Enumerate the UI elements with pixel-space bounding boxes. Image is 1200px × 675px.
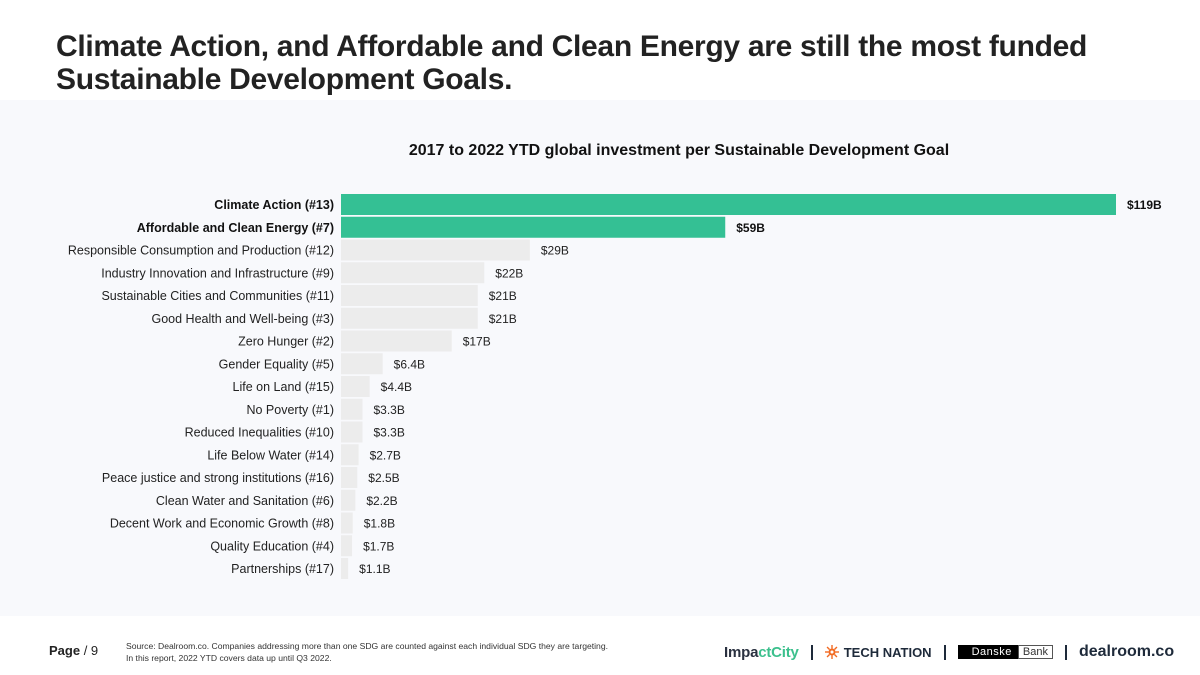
- bar: [341, 285, 478, 306]
- category-label: Good Health and Well-being (#3): [151, 312, 334, 326]
- value-label: $2.2B: [366, 494, 397, 508]
- category-label: Partnerships (#17): [231, 562, 334, 576]
- chart-title: 2017 to 2022 YTD global investment per S…: [408, 142, 950, 159]
- value-label: $17B: [463, 335, 491, 349]
- value-label: $4.4B: [381, 380, 412, 394]
- category-label: Life Below Water (#14): [207, 448, 334, 462]
- bar: [341, 239, 530, 261]
- bar: [341, 535, 353, 557]
- page-separator: /: [80, 643, 91, 658]
- bar: [341, 307, 478, 329]
- bar: [341, 489, 356, 511]
- sun-icon: [824, 645, 839, 659]
- category-label: Sustainable Cities and Communities (#11): [101, 289, 334, 303]
- category-label: Zero Hunger (#2): [238, 335, 334, 349]
- technation-logo: TECH NATION: [824, 644, 932, 660]
- page-number: 9: [90, 643, 99, 658]
- bar: [341, 353, 383, 375]
- category-label: Affordable and Clean Energy (#7): [137, 221, 334, 235]
- category-label: Decent Work and Economic Growth (#8): [110, 517, 334, 531]
- impactcity-logo-text-a: Impa: [724, 643, 759, 661]
- value-label: $1.7B: [363, 539, 394, 553]
- technation-logo-text: TECH NATION: [843, 644, 932, 660]
- bank-logo-text: Bank: [1017, 645, 1053, 659]
- bar: [341, 467, 358, 488]
- impactcity-logo: ImpactCity: [724, 644, 799, 661]
- value-label: $21B: [489, 312, 517, 326]
- value-label: $2.5B: [368, 471, 399, 485]
- danske-bank-logo: Danske Bank: [957, 645, 1053, 659]
- value-label: $22B: [495, 266, 523, 280]
- category-label: Life on Land (#15): [233, 380, 334, 394]
- value-label: $3.3B: [373, 403, 404, 417]
- value-label: $119B: [1127, 198, 1162, 212]
- page-indicator: Page / 9: [49, 643, 98, 658]
- source-note: Source: Dealroom.co. Companies addressin…: [126, 640, 686, 664]
- page-label: Page: [49, 643, 81, 658]
- category-label: Clean Water and Sanitation (#6): [156, 494, 334, 508]
- bar: [341, 512, 353, 534]
- bar: [341, 398, 363, 420]
- value-label: $3.3B: [373, 426, 404, 440]
- source-line-2: In this report, 2022 YTD covers data up …: [126, 653, 332, 663]
- bar: [341, 421, 363, 443]
- category-label: Reduced Inequalities (#10): [185, 426, 334, 440]
- category-label: Quality Education (#4): [210, 539, 334, 553]
- impactcity-logo-text-b: ctCity: [758, 643, 799, 661]
- chart-panel: [0, 100, 1200, 616]
- logo-divider: [943, 644, 946, 660]
- bar: [341, 444, 359, 466]
- value-label: $21B: [489, 289, 517, 303]
- partner-logos: ImpactCity TECH NATION Danske Bank dealro…: [724, 640, 1174, 664]
- logo-divider: [810, 644, 813, 660]
- category-label: Responsible Consumption and Production (…: [68, 244, 334, 258]
- bar: [341, 376, 370, 397]
- dealroom-logo: dealroom.co: [1078, 643, 1175, 660]
- logo-divider: [1064, 644, 1067, 660]
- bar: [341, 558, 349, 579]
- bar: [341, 194, 1116, 215]
- category-label: Industry Innovation and Infrastructure (…: [101, 266, 334, 280]
- value-label: $29B: [541, 244, 569, 258]
- category-label: Climate Action (#13): [214, 198, 334, 212]
- bar: [341, 262, 485, 284]
- category-label: Peace justice and strong institutions (#…: [102, 471, 334, 485]
- bar: [341, 330, 452, 352]
- value-label: $1.8B: [364, 517, 395, 531]
- value-label: $59B: [736, 221, 765, 235]
- value-label: $1.1B: [359, 562, 390, 576]
- category-label: No Poverty (#1): [246, 403, 334, 417]
- danske-logo-text: Danske: [957, 645, 1018, 659]
- source-line-1: Source: Dealroom.co. Companies addressin…: [126, 641, 608, 651]
- bar: [341, 216, 726, 238]
- value-label: $2.7B: [370, 448, 401, 462]
- category-label: Gender Equality (#5): [219, 357, 334, 371]
- headline: Climate Action, and Affordable and Clean…: [56, 30, 1088, 96]
- value-label: $6.4B: [394, 357, 425, 371]
